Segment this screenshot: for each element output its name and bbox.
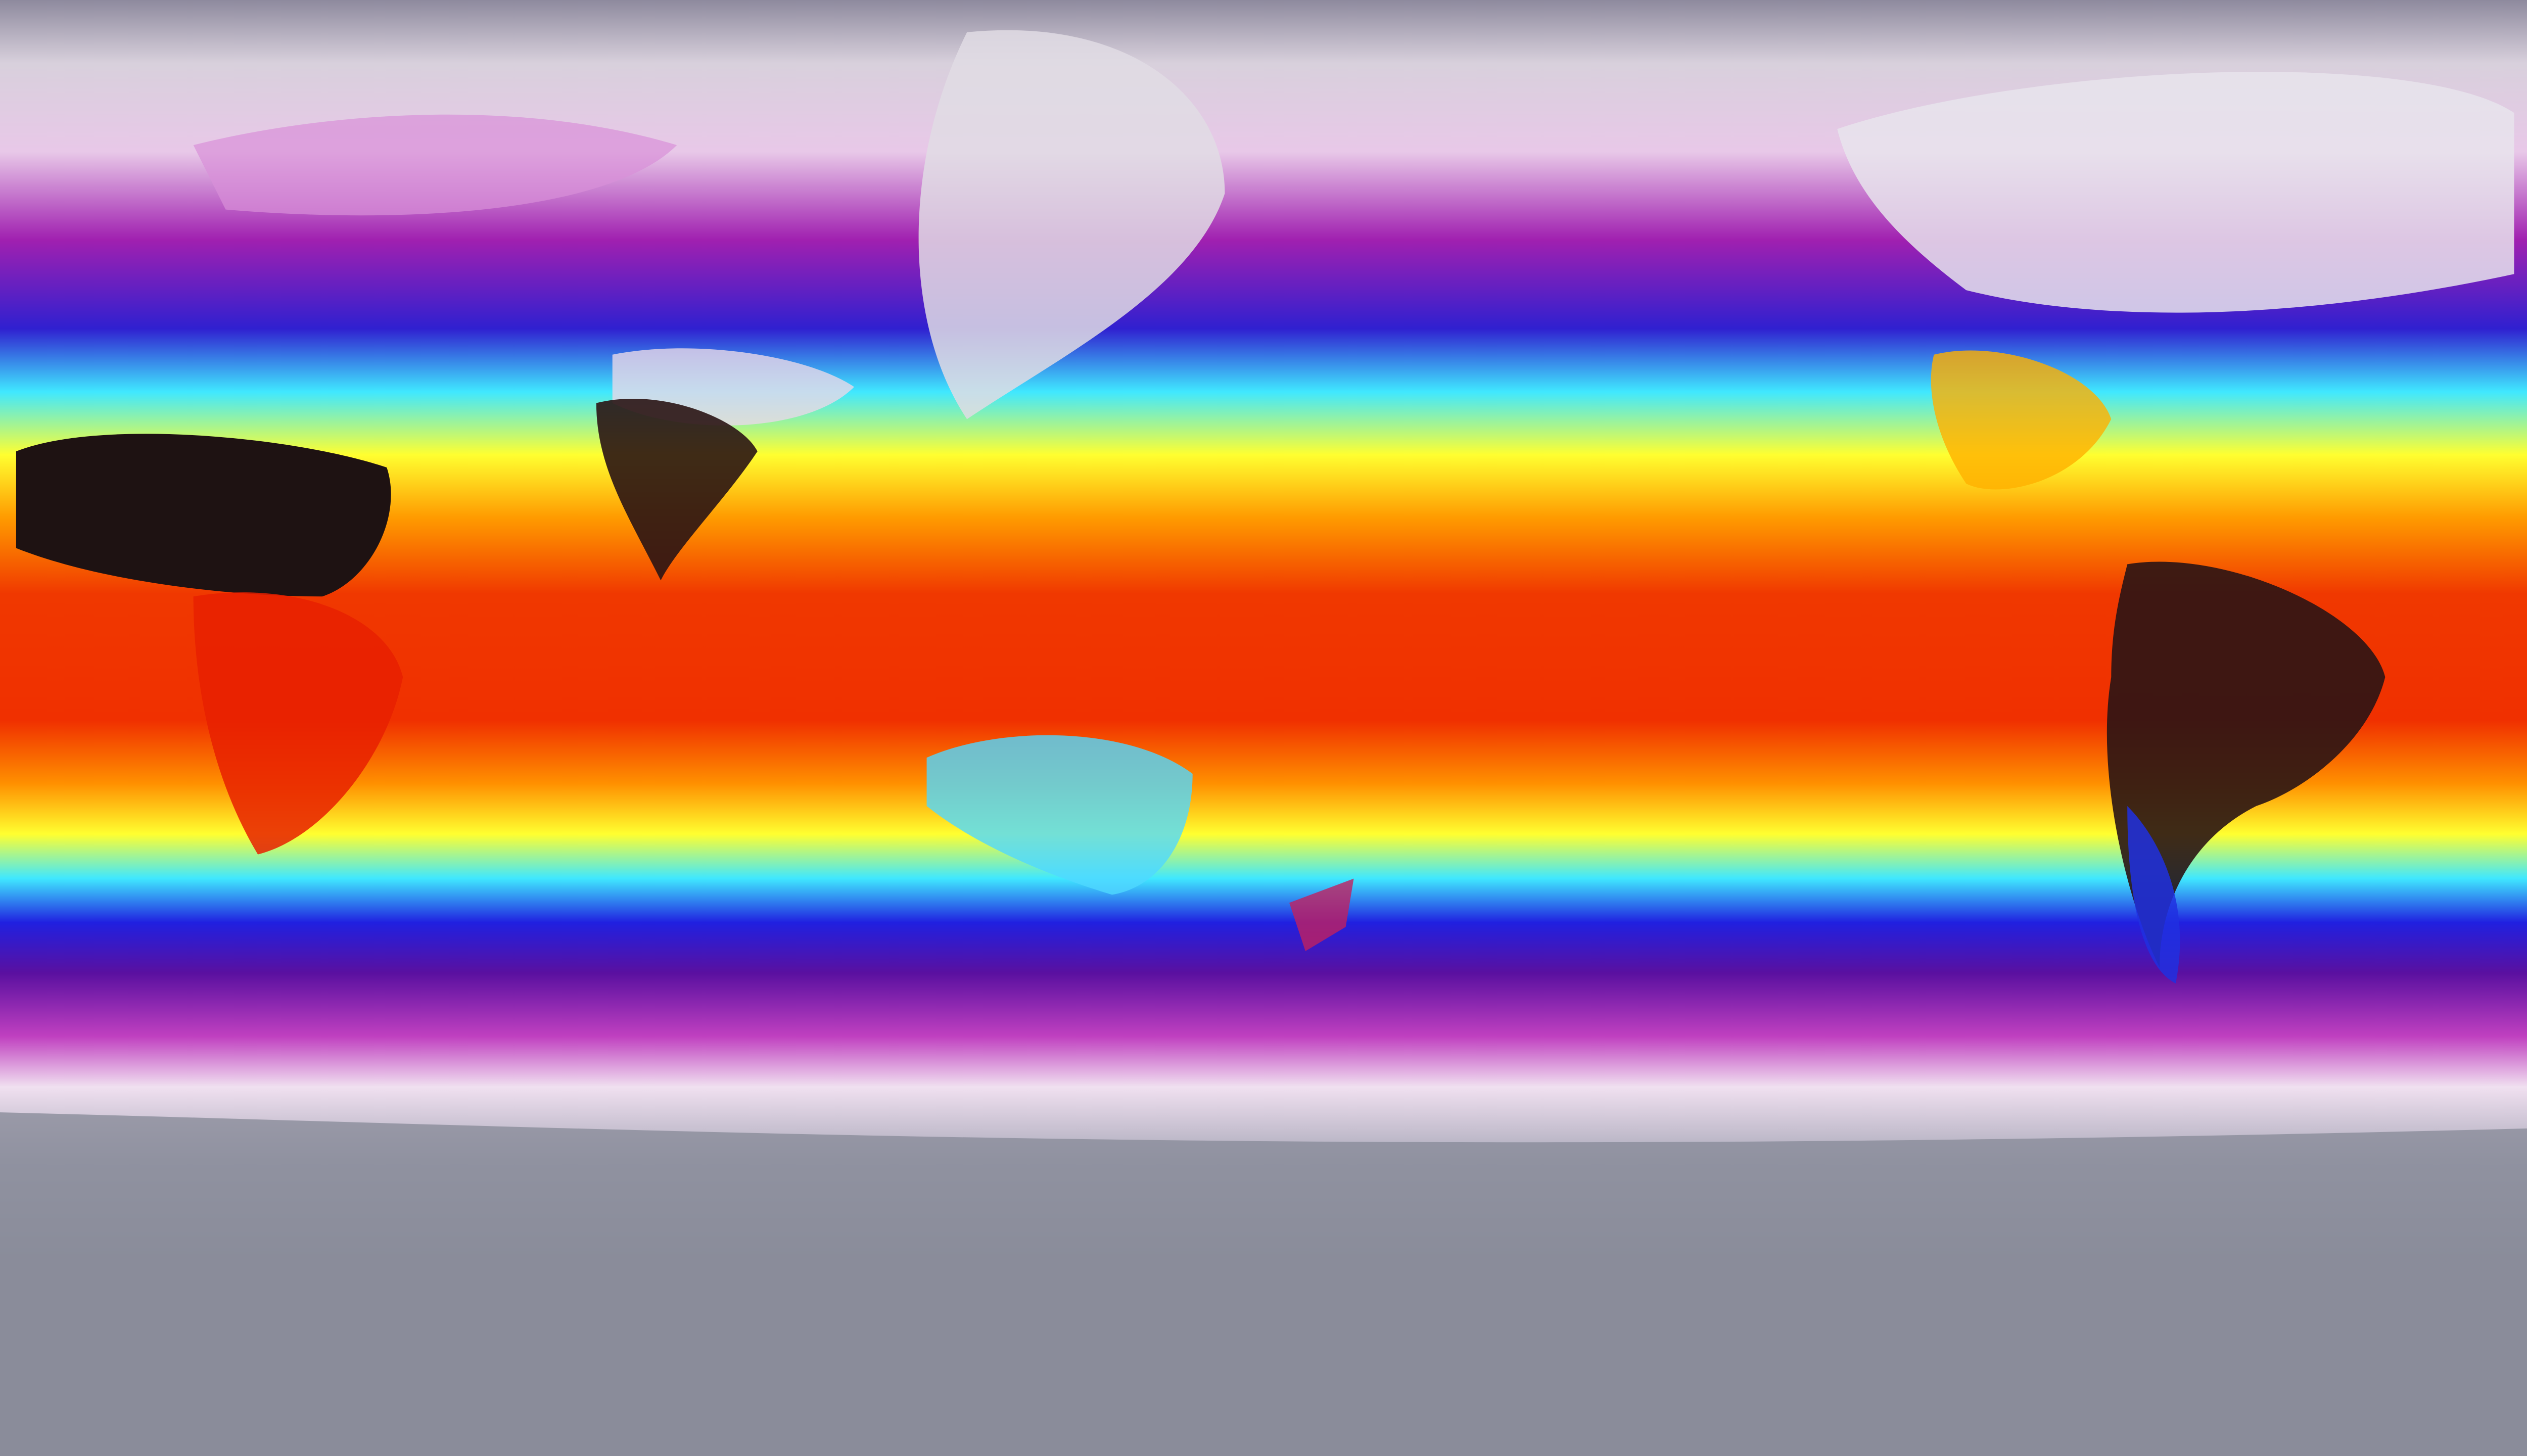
southern-north-america-landmass	[1931, 350, 2112, 490]
south-america-hot-region	[2107, 561, 2385, 967]
sahara-hot-region	[16, 434, 391, 597]
antarctica-landmass	[0, 1112, 2527, 1264]
india-landmass	[596, 398, 758, 581]
southern-africa-landmass	[193, 592, 403, 855]
global-temperature-map	[0, 0, 2527, 1264]
map-canvas	[0, 0, 2527, 1264]
europe-russia-landmass	[193, 114, 677, 216]
australia-landmass	[926, 735, 1193, 895]
new-zealand-landmass	[1289, 878, 1354, 952]
patagonia-landmass	[2127, 806, 2180, 983]
siberia-landmass	[918, 30, 1225, 419]
north-america-canada-landmass	[1837, 72, 2514, 313]
